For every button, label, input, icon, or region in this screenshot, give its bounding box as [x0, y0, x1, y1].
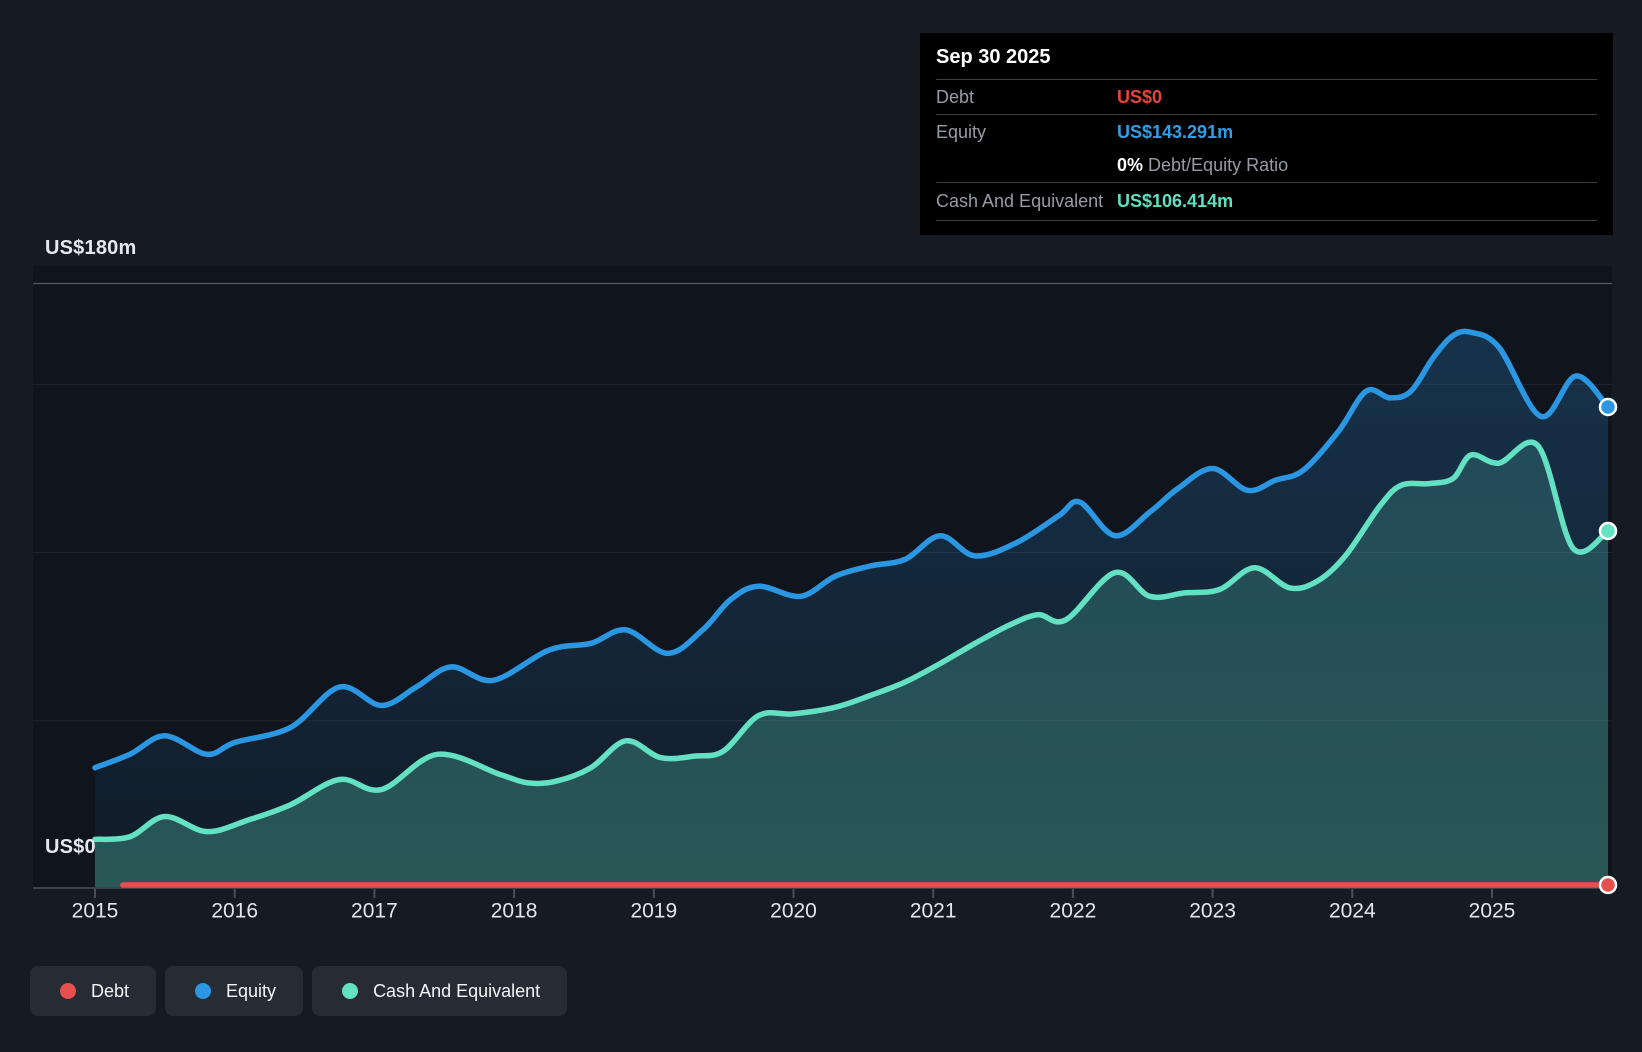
- tooltip-debt-label: Debt: [936, 86, 975, 107]
- x-tick-label: 2023: [1189, 900, 1236, 923]
- x-tick-label: 2016: [211, 900, 258, 923]
- tooltip-date: Sep 30 2025: [936, 46, 1051, 68]
- x-tick-label: 2024: [1329, 900, 1376, 923]
- x-tick-label: 2017: [351, 900, 398, 923]
- equity-dot-icon: [195, 983, 212, 999]
- y-axis-max-label: US$180m: [45, 237, 137, 259]
- tooltip-row-ratio: 0% Debt/Equity Ratio: [936, 149, 1597, 182]
- tooltip-divider: [936, 114, 1597, 115]
- tooltip-equity-value: US$143.291m: [1117, 121, 1234, 142]
- legend-item-debt[interactable]: Debt: [30, 966, 157, 1016]
- x-tick-label: 2022: [1050, 900, 1097, 923]
- x-tick-label: 2021: [910, 900, 957, 923]
- x-tick-label: 2015: [72, 900, 119, 923]
- tooltip-debt-value: US$0: [1117, 86, 1163, 107]
- cash-dot-icon: [342, 983, 359, 999]
- tooltip-divider: [936, 220, 1597, 221]
- tooltip-row-equity: Equity US$143.291m: [936, 115, 1597, 149]
- tooltip-cash-label: Cash And Equivalent: [936, 191, 1104, 211]
- x-tick-label: 2020: [770, 900, 817, 923]
- series-end-marker[interactable]: [1598, 397, 1618, 417]
- series-end-marker[interactable]: [1598, 875, 1618, 895]
- legend-equity-label: Equity: [226, 980, 277, 1001]
- tooltip-equity-label: Equity: [936, 121, 987, 142]
- legend-item-cash[interactable]: Cash And Equivalent: [312, 966, 568, 1016]
- x-tick-label: 2018: [491, 900, 538, 923]
- tooltip-row-cash: Cash And Equivalent US$106.414m: [936, 183, 1597, 220]
- tooltip-ratio-value: 0%: [1117, 155, 1144, 175]
- debt-dot-icon: [60, 983, 76, 999]
- legend: Debt Equity Cash And Equivalent: [30, 966, 568, 1016]
- series-end-marker[interactable]: [1598, 521, 1618, 541]
- legend-item-equity[interactable]: Equity: [165, 966, 304, 1016]
- tooltip-cash-value: US$106.414m: [1117, 191, 1234, 211]
- tooltip-ratio-label: Debt/Equity Ratio: [1148, 155, 1289, 175]
- legend-cash-label: Cash And Equivalent: [373, 980, 541, 1001]
- tooltip-divider: [936, 79, 1597, 80]
- legend-debt-label: Debt: [91, 980, 130, 1001]
- tooltip-divider: [936, 182, 1597, 183]
- tooltip-row-debt: Debt US$0: [936, 80, 1597, 114]
- y-axis-zero-label: US$0: [45, 836, 96, 858]
- x-tick-label: 2019: [630, 900, 677, 923]
- x-tick-label: 2025: [1469, 900, 1516, 923]
- plot-area[interactable]: 2015 2016 2017 2018 2019 2020 2021 2022 2023 2024…: [33, 266, 1618, 923]
- hover-tooltip: Sep 30 2025 Debt US$0 Equity US$143.291m…: [920, 33, 1613, 235]
